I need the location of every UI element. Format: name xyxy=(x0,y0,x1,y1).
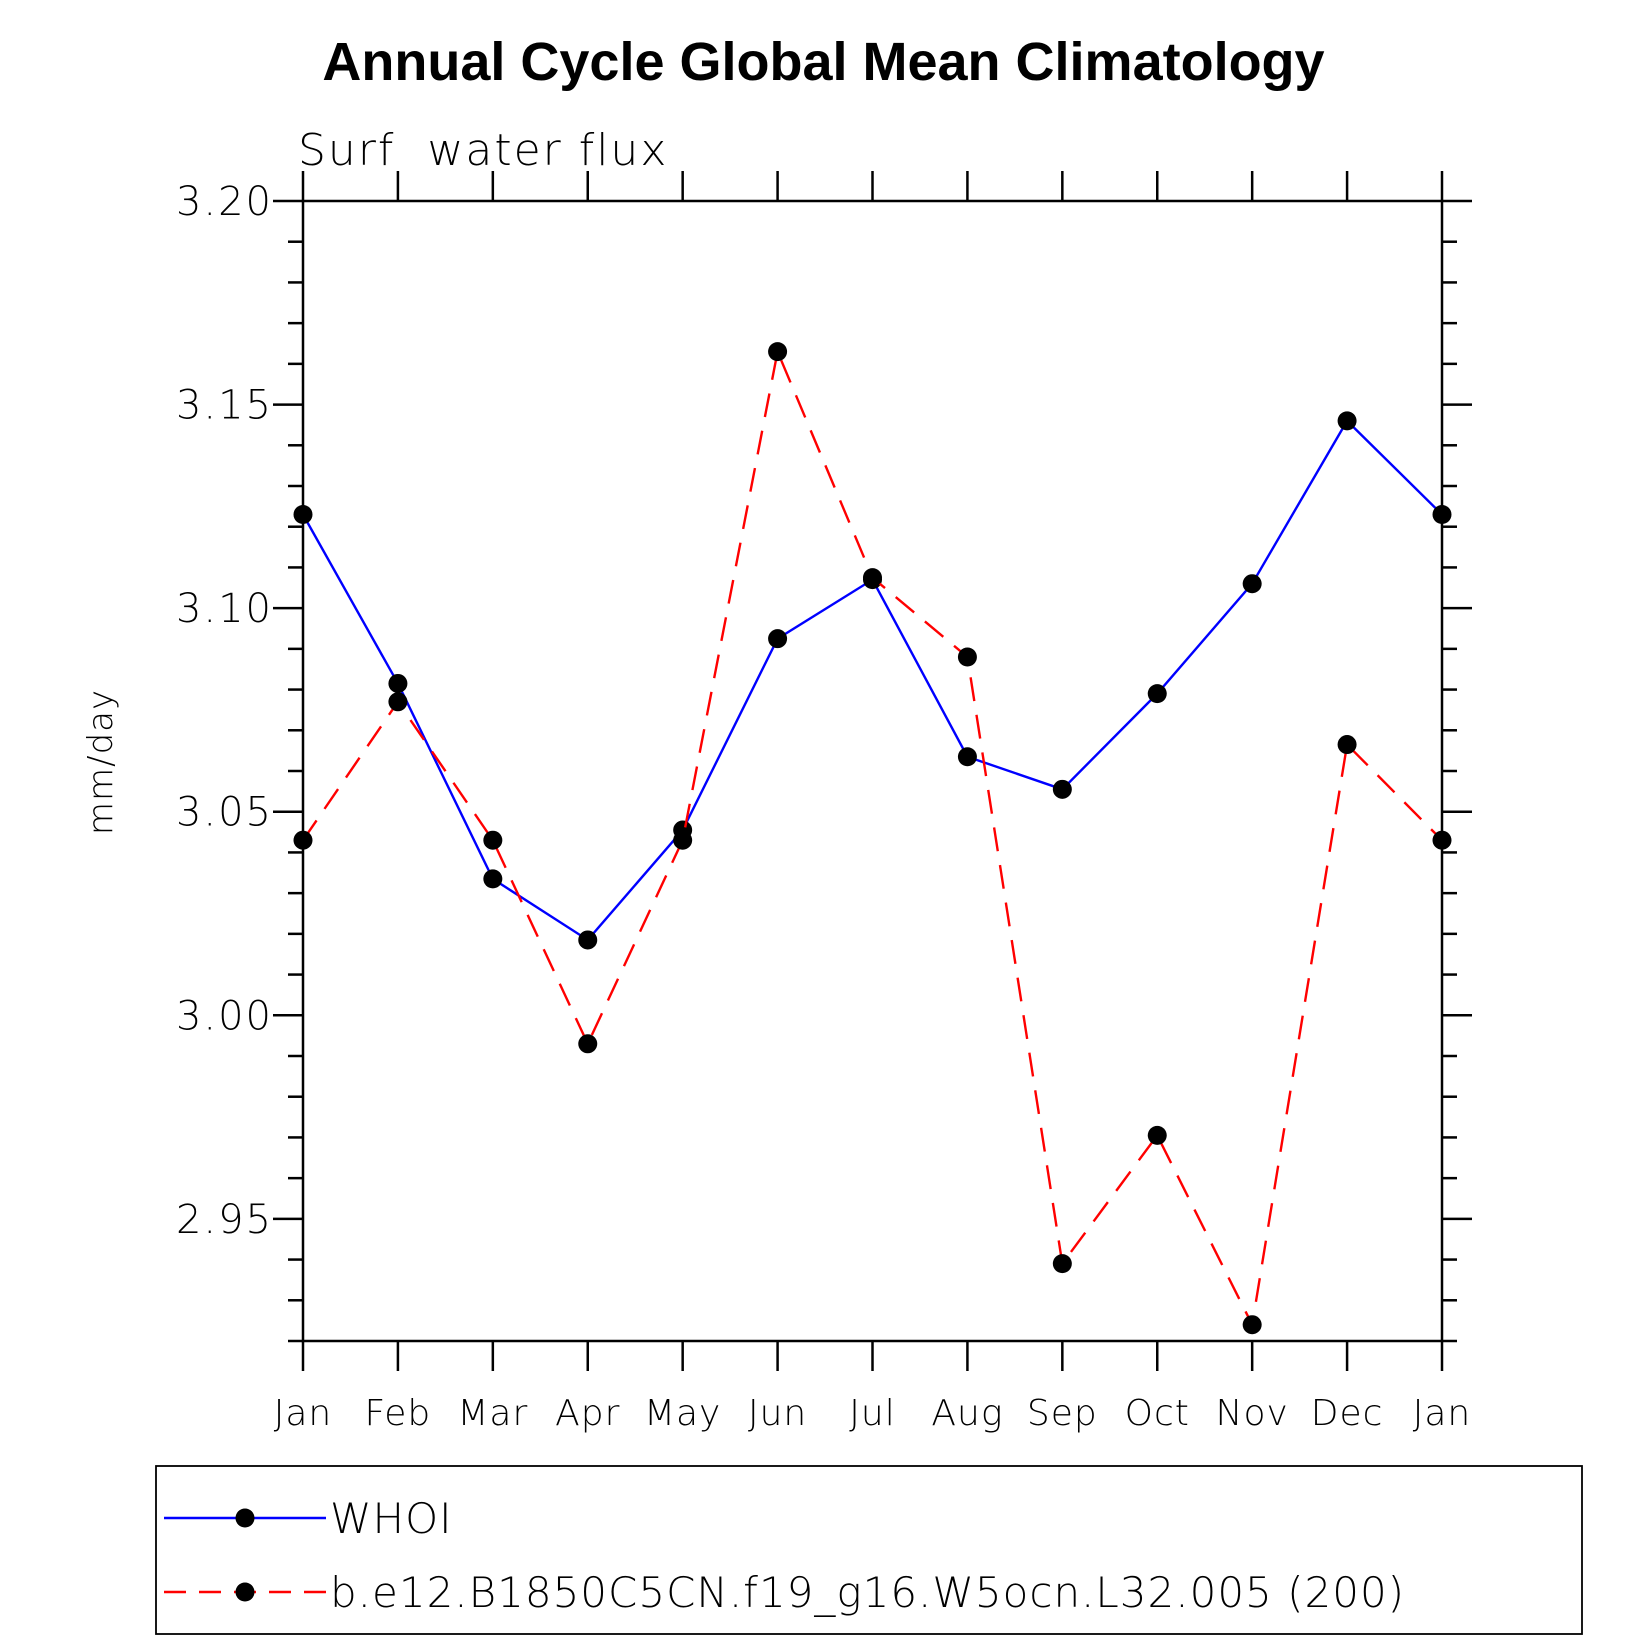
axis-layer: 2.95 3.00 3.05 3.10 3.15 3.20 Jan Feb Mar Apr May J… xyxy=(176,171,1472,1434)
data-point xyxy=(293,830,313,850)
y-tick-label: 3.20 xyxy=(176,179,273,225)
data-point xyxy=(388,673,408,693)
data-point xyxy=(1432,830,1452,850)
plot-frame xyxy=(301,199,1444,1343)
x-tick-label: Mar xyxy=(457,1393,528,1434)
data-point xyxy=(1432,505,1452,524)
x-tick-label: Aug xyxy=(931,1393,1003,1434)
x-tick-label: Oct xyxy=(1125,1393,1190,1434)
chart-title: Annual Cycle Global Mean Climatology xyxy=(322,32,1324,92)
data-point xyxy=(673,830,693,850)
x-tick-label: Sep xyxy=(1027,1393,1098,1434)
legend: WHOI b.e12.B1850C5CN.f19_g16.W5ocn.L32.00… xyxy=(155,1465,1583,1635)
y-tick-label: 3.10 xyxy=(176,586,273,632)
series-line xyxy=(301,418,1443,942)
x-tick-label: Feb xyxy=(365,1393,432,1434)
data-point xyxy=(1242,1315,1262,1335)
data-point xyxy=(578,1034,598,1054)
data-point xyxy=(957,647,977,667)
legend-label: WHOI xyxy=(330,1494,453,1543)
series-layer xyxy=(293,342,1452,1335)
data-point xyxy=(483,869,503,889)
data-point xyxy=(768,629,788,649)
data-point xyxy=(1147,684,1167,704)
series-2 xyxy=(293,342,1452,1335)
chart-subtitle: Surf water flux xyxy=(298,125,668,176)
data-point xyxy=(863,568,882,588)
legend-entry-2: b.e12.B1850C5CN.f19_g16.W5ocn.L32.005 (2… xyxy=(164,1568,1405,1617)
x-tick-label: Jan xyxy=(1413,1393,1472,1434)
y-axis-label: mm/day xyxy=(81,689,121,835)
data-point xyxy=(1337,735,1357,755)
data-point xyxy=(1052,779,1072,799)
y-tick-label: 3.15 xyxy=(176,383,273,429)
data-point xyxy=(293,505,313,524)
data-point xyxy=(483,830,503,850)
x-tick-label: Apr xyxy=(555,1393,620,1434)
x-tick-label: Jan xyxy=(274,1393,333,1434)
data-point xyxy=(388,692,408,712)
data-point xyxy=(1147,1125,1167,1145)
data-point xyxy=(957,747,977,767)
series-1 xyxy=(293,411,1452,950)
x-tick-label: Nov xyxy=(1216,1393,1289,1434)
data-point xyxy=(768,342,788,362)
x-tick-label: Dec xyxy=(1311,1393,1384,1434)
legend-entry-1: WHOI xyxy=(164,1494,453,1543)
y-tick-label: 3.05 xyxy=(176,790,273,836)
data-point xyxy=(1337,411,1357,431)
data-point xyxy=(578,930,598,950)
data-point xyxy=(1052,1254,1072,1274)
legend-marker xyxy=(235,1582,255,1602)
legend-marker xyxy=(235,1508,255,1528)
y-tick-label: 3.00 xyxy=(176,993,273,1039)
data-point xyxy=(1242,574,1262,594)
y-tick-label: 2.95 xyxy=(176,1197,273,1243)
legend-label: b.e12.B1850C5CN.f19_g16.W5ocn.L32.005 (2… xyxy=(330,1568,1405,1617)
x-tick-label: Jul xyxy=(849,1393,895,1434)
x-tick-label: Jun xyxy=(748,1393,807,1434)
x-tick-label: May xyxy=(644,1393,721,1434)
legend-box xyxy=(155,1465,1583,1635)
